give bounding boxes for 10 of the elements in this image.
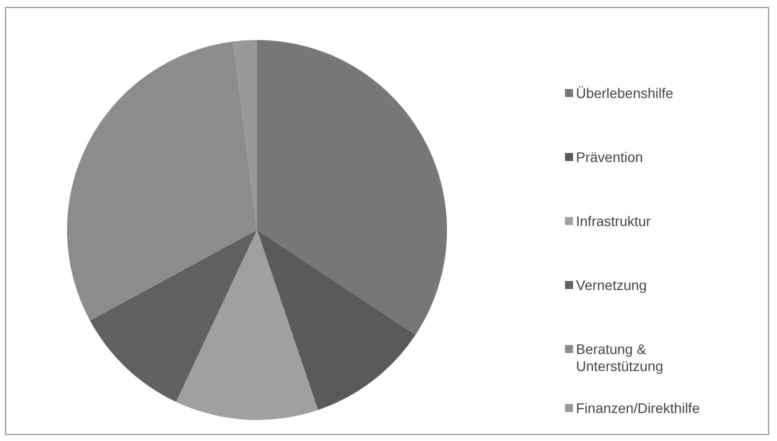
legend-label: Prävention xyxy=(576,149,643,165)
legend-label: Beratung & Unterstützung xyxy=(576,341,664,374)
pie-slice xyxy=(67,42,257,320)
pie-slice xyxy=(176,230,318,420)
pie-slice xyxy=(233,40,257,230)
legend-label: Finanzen/Direkthilfe xyxy=(576,400,700,416)
legend-label: Überlebenshilfe xyxy=(576,85,674,101)
legend-label: Vernetzung xyxy=(576,277,647,293)
pie-slice xyxy=(257,40,447,335)
legend-label: Infrastruktur xyxy=(576,213,652,229)
